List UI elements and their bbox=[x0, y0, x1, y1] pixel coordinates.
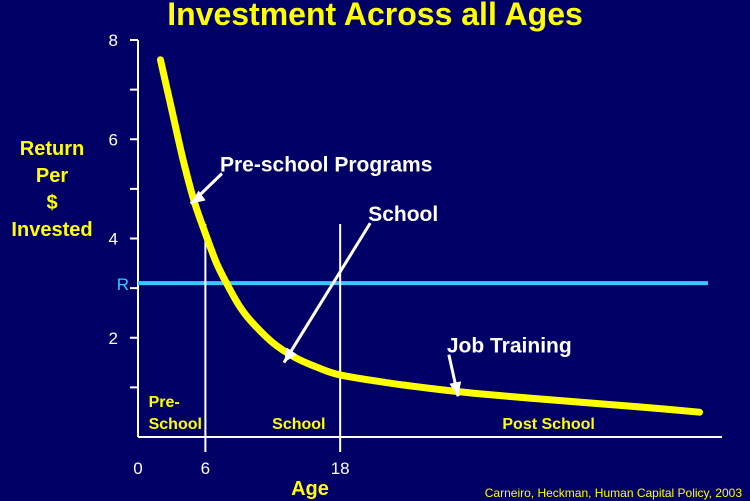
y-axis-label-line: $ bbox=[46, 192, 58, 214]
stage-label-line: School bbox=[272, 416, 325, 433]
stage-label: Post School bbox=[502, 416, 594, 433]
x-tick-label: 18 bbox=[331, 459, 350, 478]
stage-label-line: Post School bbox=[502, 416, 594, 433]
source-credit: Carneiro, Heckman, Human Capital Policy,… bbox=[484, 486, 742, 500]
stage-label-line: School bbox=[149, 416, 202, 433]
annotation-arrowhead bbox=[284, 347, 297, 363]
annotation-arrowhead bbox=[449, 381, 462, 397]
annotation-arrowhead bbox=[190, 190, 206, 204]
annotation-label: Pre-school Programs bbox=[220, 154, 432, 177]
annotation-label: Job Training bbox=[447, 335, 572, 358]
rate-line-label: R bbox=[117, 275, 129, 294]
x-tick-label: 0 bbox=[133, 459, 142, 478]
annotation-label: School bbox=[368, 203, 438, 226]
y-tick-label: 6 bbox=[109, 130, 118, 149]
x-axis-label: Age bbox=[291, 478, 329, 500]
stage-label: Pre- School bbox=[149, 394, 202, 433]
y-axis-label-line: Return bbox=[19, 138, 85, 160]
annotation-arrow-line bbox=[282, 222, 372, 364]
y-axis-label-line: Invested bbox=[11, 219, 93, 241]
return-curve bbox=[156, 56, 704, 416]
y-tick-label: 8 bbox=[109, 31, 118, 50]
stage-label-line: Pre- bbox=[149, 394, 180, 411]
page-title: Investment Across all Ages bbox=[167, 0, 583, 32]
y-axis-label: Return Per $ Invested bbox=[2, 136, 102, 244]
y-tick-label: 4 bbox=[109, 230, 118, 249]
x-tick-label: 6 bbox=[201, 459, 210, 478]
stage-label: School bbox=[272, 416, 325, 433]
y-axis-label-line: Per bbox=[35, 165, 69, 187]
y-tick-label: 2 bbox=[109, 329, 118, 348]
